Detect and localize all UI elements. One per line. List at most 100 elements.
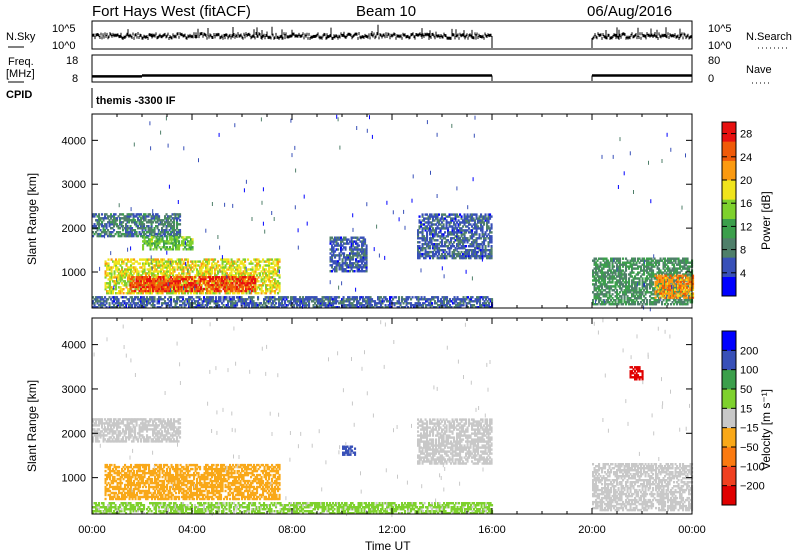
freq-left-label-1: Freq.	[8, 56, 34, 68]
heatmap-cell-6	[478, 235, 481, 238]
heatmap-cell-0	[488, 302, 491, 305]
heatmap-cell-6	[465, 229, 468, 232]
heatmap-cell-1	[142, 272, 145, 275]
heatmap-cell-1	[107, 266, 110, 269]
heatmap-cell-6	[423, 217, 426, 220]
heatmap-cell-2	[188, 276, 191, 279]
heatmap-cell-0	[329, 304, 332, 307]
heatmap-cell-3	[164, 223, 167, 226]
heatmap-cell-6	[451, 252, 454, 256]
heatmap-cell-6	[436, 256, 439, 260]
heatmap-cell-0	[146, 298, 149, 301]
heatmap-cell-5	[356, 248, 359, 251]
heatmap-cell-1	[238, 292, 241, 295]
heatmap-cell-2	[149, 289, 152, 293]
heatmap-cell-1	[155, 270, 158, 273]
heatmap-cell-6	[459, 239, 462, 242]
heatmap-cell-0	[180, 296, 183, 299]
heatmap-cell-0	[206, 306, 209, 309]
heatmap-cell-1	[224, 260, 227, 263]
heatmap-cell-6	[484, 219, 487, 222]
heatmap-cell-1	[157, 260, 160, 263]
heatmap-cell-3	[125, 229, 128, 232]
heatmap-cell-6	[420, 254, 423, 258]
heatmap-cell-0	[219, 296, 222, 299]
heatmap-cell-1	[167, 270, 170, 273]
heatmap-cell-3	[108, 215, 111, 218]
heatmap-cell-0	[314, 306, 317, 309]
heatmap-cell-4	[164, 240, 167, 243]
heatmap-cell-6	[438, 235, 441, 238]
heatmap-cell-0	[230, 300, 233, 303]
heatmap-cell-1	[166, 260, 169, 263]
heatmap-cell-0	[113, 296, 116, 299]
heatmap-cell-2	[210, 285, 213, 289]
heatmap-cell-0	[177, 298, 180, 301]
heatmap-cell-0	[140, 300, 143, 303]
heatmap-cell-7	[593, 263, 596, 266]
heatmap-cell-2	[171, 283, 174, 287]
heatmap-cell-6	[438, 213, 441, 216]
heatmap-cell-6	[486, 249, 489, 252]
heatmap-cell-1	[157, 274, 160, 277]
heatmap-cell-5	[340, 268, 343, 271]
heatmap-cell-6	[421, 219, 424, 222]
heatmap-cell-4	[149, 242, 152, 245]
heatmap-cell-1	[115, 284, 118, 287]
heatmap-cell-6	[477, 250, 480, 254]
heatmap-cell-2	[189, 281, 192, 285]
heatmap-cell-6	[424, 225, 427, 228]
heatmap-cell-0	[113, 304, 116, 307]
heatmap-cell-2	[191, 276, 194, 279]
heatmap-cell-1	[275, 282, 278, 285]
heatmap-cell-0	[410, 302, 413, 305]
heatmap-cell-1	[122, 260, 125, 263]
heatmap-cell-2	[132, 276, 135, 279]
heatmap-cell-5	[344, 248, 347, 251]
heatmap-cell-1	[211, 272, 214, 275]
heatmap-cell-6	[429, 237, 432, 240]
heatmap-cell-3	[164, 221, 167, 224]
heatmap-cell-6	[432, 237, 435, 240]
heatmap-cell-6	[483, 235, 486, 238]
heatmap-cell-6	[484, 237, 487, 240]
heatmap-cell-1	[208, 274, 211, 277]
heatmap-cell-5	[337, 248, 340, 251]
heatmap-cell-3	[131, 232, 134, 236]
heatmap-cell-1	[175, 262, 178, 265]
heatmap-cell-6	[445, 225, 448, 228]
heatmap-cell-0	[237, 300, 240, 303]
heatmap-cell-4	[167, 248, 170, 251]
heatmap-cell-1	[166, 262, 169, 265]
heatmap-cell-0	[324, 304, 327, 307]
heatmap-cell-1	[211, 262, 214, 265]
heatmap-cell-3	[101, 221, 104, 224]
heatmap-cell-2	[191, 283, 194, 287]
heatmap-cell-0	[317, 306, 320, 309]
heatmap-cell-6	[433, 215, 436, 218]
heatmap-cell-1	[250, 262, 253, 265]
heatmap-cell-0	[240, 296, 243, 299]
heatmap-cell-0	[360, 304, 363, 307]
heatmap-cell-6	[489, 239, 492, 242]
heatmap-cell-2	[215, 277, 218, 281]
heatmap-cell-6	[487, 241, 490, 244]
heatmap-cell-1	[263, 292, 266, 295]
heatmap-cell-4	[188, 242, 191, 245]
heatmap-cell-3	[165, 231, 168, 234]
heatmap-cell-1	[202, 260, 205, 263]
heatmap-cell-1	[194, 262, 197, 265]
heatmap-cell-1	[206, 268, 209, 271]
heatmap-cell-5	[356, 266, 359, 269]
heatmap-cell-2	[153, 279, 156, 283]
heatmap-cell-0	[126, 298, 129, 301]
heatmap-cell-6	[447, 247, 450, 250]
heatmap-cell-5	[359, 250, 362, 253]
heatmap-cell-2	[203, 279, 206, 283]
heatmap-cell-1	[194, 266, 197, 269]
heatmap-cell-0	[299, 304, 302, 307]
heatmap-cell-0	[270, 296, 273, 299]
heatmap-cell-3	[176, 221, 179, 224]
heatmap-cell-7	[592, 279, 595, 282]
heatmap-cell-2	[180, 277, 183, 281]
